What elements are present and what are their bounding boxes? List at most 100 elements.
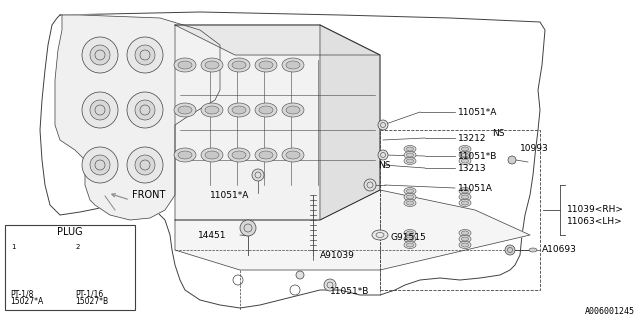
Ellipse shape: [404, 194, 416, 201]
Circle shape: [505, 245, 515, 255]
Circle shape: [82, 147, 118, 183]
Ellipse shape: [459, 194, 471, 201]
Ellipse shape: [404, 236, 416, 243]
Ellipse shape: [404, 188, 416, 195]
Ellipse shape: [406, 201, 413, 205]
Ellipse shape: [461, 243, 468, 247]
Text: 2: 2: [76, 244, 80, 250]
Ellipse shape: [461, 201, 468, 205]
Ellipse shape: [205, 151, 219, 159]
Ellipse shape: [404, 242, 416, 249]
Text: G91515: G91515: [390, 234, 426, 243]
Text: 11051*B: 11051*B: [330, 287, 369, 297]
Circle shape: [127, 147, 163, 183]
Text: 11063<LH>: 11063<LH>: [567, 218, 623, 227]
Circle shape: [324, 279, 336, 291]
Ellipse shape: [174, 148, 196, 162]
Bar: [380, 130, 540, 290]
Text: 13212: 13212: [458, 133, 486, 142]
Ellipse shape: [92, 250, 112, 258]
Circle shape: [508, 156, 516, 164]
Ellipse shape: [174, 103, 196, 117]
Ellipse shape: [259, 61, 273, 69]
Ellipse shape: [232, 106, 246, 114]
Ellipse shape: [461, 231, 468, 235]
Ellipse shape: [372, 230, 388, 240]
Polygon shape: [175, 190, 530, 270]
Ellipse shape: [228, 103, 250, 117]
Ellipse shape: [286, 61, 300, 69]
Polygon shape: [320, 25, 380, 220]
Text: 10993: 10993: [520, 143, 548, 153]
Circle shape: [240, 220, 256, 236]
Ellipse shape: [459, 229, 471, 236]
Circle shape: [296, 271, 304, 279]
Ellipse shape: [232, 151, 246, 159]
Ellipse shape: [461, 147, 468, 151]
Text: PT-1/8: PT-1/8: [10, 290, 33, 299]
Ellipse shape: [178, 61, 192, 69]
Ellipse shape: [404, 151, 416, 158]
Ellipse shape: [228, 148, 250, 162]
Ellipse shape: [178, 106, 192, 114]
Ellipse shape: [92, 255, 112, 263]
Text: 14451: 14451: [198, 230, 227, 239]
Ellipse shape: [461, 189, 468, 193]
Ellipse shape: [459, 146, 471, 153]
Polygon shape: [55, 15, 220, 220]
Circle shape: [90, 100, 110, 120]
Circle shape: [90, 45, 110, 65]
Text: 1: 1: [11, 244, 15, 250]
Ellipse shape: [259, 106, 273, 114]
Ellipse shape: [201, 103, 223, 117]
Text: 11051*B: 11051*B: [458, 151, 497, 161]
Ellipse shape: [406, 243, 413, 247]
Ellipse shape: [26, 251, 54, 261]
Ellipse shape: [205, 61, 219, 69]
Text: PT-1/16: PT-1/16: [75, 290, 103, 299]
Text: 15027*B: 15027*B: [75, 298, 108, 307]
Ellipse shape: [282, 103, 304, 117]
Polygon shape: [175, 25, 380, 220]
Circle shape: [82, 37, 118, 73]
Ellipse shape: [461, 159, 468, 163]
Ellipse shape: [228, 58, 250, 72]
Ellipse shape: [205, 106, 219, 114]
Ellipse shape: [201, 148, 223, 162]
Ellipse shape: [461, 153, 468, 157]
Text: 11051*A: 11051*A: [210, 190, 250, 199]
Ellipse shape: [459, 236, 471, 243]
Ellipse shape: [282, 148, 304, 162]
Ellipse shape: [178, 151, 192, 159]
Circle shape: [82, 92, 118, 128]
Text: FRONT: FRONT: [132, 190, 165, 200]
Text: A91039: A91039: [320, 251, 355, 260]
Circle shape: [135, 155, 155, 175]
Circle shape: [90, 155, 110, 175]
Ellipse shape: [255, 148, 277, 162]
Ellipse shape: [404, 229, 416, 236]
Circle shape: [135, 100, 155, 120]
Ellipse shape: [404, 157, 416, 164]
Ellipse shape: [461, 195, 468, 199]
Ellipse shape: [406, 195, 413, 199]
Circle shape: [378, 150, 388, 160]
Text: 11051*A: 11051*A: [458, 108, 497, 116]
Circle shape: [364, 179, 376, 191]
Ellipse shape: [286, 151, 300, 159]
Ellipse shape: [174, 58, 196, 72]
Ellipse shape: [26, 256, 54, 266]
Ellipse shape: [406, 159, 413, 163]
Ellipse shape: [406, 153, 413, 157]
Ellipse shape: [459, 188, 471, 195]
Ellipse shape: [26, 246, 54, 256]
Ellipse shape: [286, 106, 300, 114]
Ellipse shape: [259, 151, 273, 159]
Ellipse shape: [406, 237, 413, 241]
Ellipse shape: [255, 103, 277, 117]
Circle shape: [252, 169, 264, 181]
Ellipse shape: [26, 241, 54, 251]
Text: A006001245: A006001245: [585, 308, 635, 316]
Text: A10693: A10693: [542, 245, 577, 254]
Text: 15027*A: 15027*A: [10, 298, 44, 307]
